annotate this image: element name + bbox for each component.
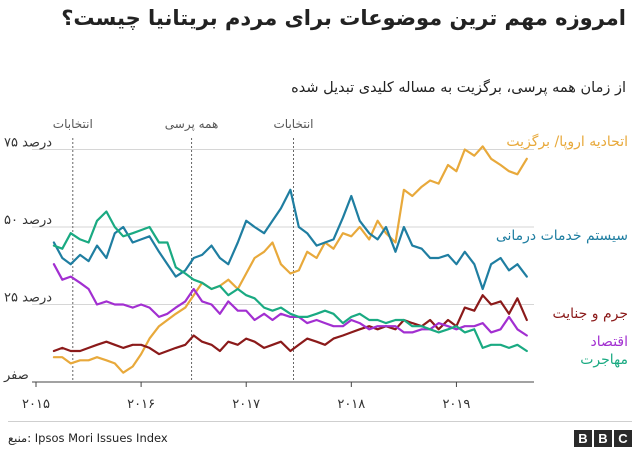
series-line (52, 263, 528, 337)
series-label: سیستم خدمات درمانی (496, 228, 628, 244)
series-line (52, 145, 528, 374)
series-label: اتحادیه اروپا/ برگزیت (506, 133, 628, 150)
y-tick-label: ۲۵ درصد (4, 291, 52, 306)
series-label: اقتصاد (591, 334, 628, 350)
x-tick-label: ۲۰۱۵ (22, 397, 50, 412)
x-tick-label: ۲۰۱۸ (337, 397, 365, 412)
series-line (52, 188, 528, 291)
y-tick-label: ۵۰ درصد (4, 213, 52, 228)
bbc-logo: B B C (574, 430, 632, 447)
chart-title: امروزه مهم ترین موضوعات برای مردم بریتان… (61, 6, 626, 30)
y-tick-label: صفر (3, 368, 29, 383)
bbc-logo-letter: B (594, 430, 612, 447)
x-tick-label: ۲۰۱۶ (127, 397, 155, 412)
x-tick-label: ۲۰۱۷ (232, 397, 260, 412)
series-label: جرم و جنایت (553, 306, 629, 322)
event-label: همه پرسی (165, 117, 219, 132)
event-label: انتخابات (274, 117, 314, 131)
x-tick-label: ۲۰۱۹ (442, 397, 470, 412)
series-label: مهاجرت (580, 352, 628, 368)
footer-divider (8, 421, 632, 422)
source-note: منبع: Ipsos Mori Issues Index (8, 431, 168, 445)
y-tick-label: ۷۵ درصد (4, 136, 52, 151)
bbc-logo-letter: C (614, 430, 632, 447)
series-line (52, 210, 528, 353)
chart-subtitle: از زمان همه پرسی، برگزیت به مساله کلیدی … (291, 80, 626, 96)
bbc-logo-letter: B (574, 430, 592, 447)
event-label: انتخابات (53, 117, 93, 131)
series-line (52, 294, 528, 356)
